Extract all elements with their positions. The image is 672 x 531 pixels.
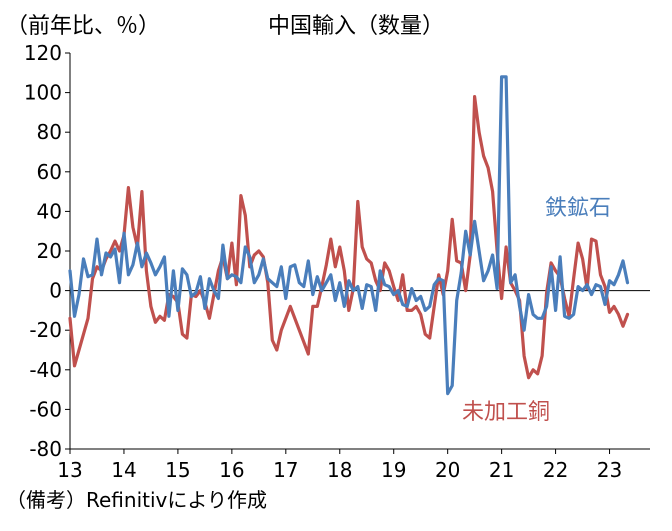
x-tick-label: 16 [219,458,244,482]
y-tick-label: -20 [29,318,62,342]
x-tick-label: 13 [57,458,82,482]
x-tick-label: 19 [381,458,406,482]
series-label-unwrought-copper: 未加工銅 [462,400,551,425]
y-tick-label: -60 [29,397,62,421]
x-tick-label: 22 [543,458,568,482]
y-tick-label: 20 [37,239,62,263]
y-tick-label: -80 [29,437,62,461]
x-tick-label: 21 [489,458,514,482]
x-tick-label: 15 [165,458,190,482]
y-tick-label: 100 [24,81,62,105]
y-tick-label: 60 [37,160,62,184]
y-tick-label: 40 [37,199,62,223]
chart-title: 中国輸入（数量） [268,14,445,39]
y-tick-label: -40 [29,358,62,382]
y-tick-label: 0 [49,279,62,303]
series-line-unwrought-copper [68,94,630,380]
x-axis-labels: 13 14 15 16 17 18 19 20 21 22 23 [57,458,622,482]
y-axis-labels: 120 100 80 60 40 20 0 -20 -40 -60 -80 [24,41,62,461]
y-tick-label: 80 [37,120,62,144]
x-tick-label: 18 [327,458,352,482]
series-label-iron-ore: 鉄鉱石 [545,196,612,221]
series-lines [68,75,630,396]
x-tick-label: 17 [273,458,298,482]
source-note: （備考）Refinitivにより作成 [6,488,267,512]
series-line-iron-ore [68,75,630,396]
y-tick-label: 120 [24,41,62,65]
y-axis-unit-label: （前年比、％） [6,14,161,39]
x-tick-label: 14 [111,458,136,482]
plot-frame [65,52,650,454]
x-tick-label: 20 [435,458,460,482]
x-tick-label: 23 [597,458,622,482]
